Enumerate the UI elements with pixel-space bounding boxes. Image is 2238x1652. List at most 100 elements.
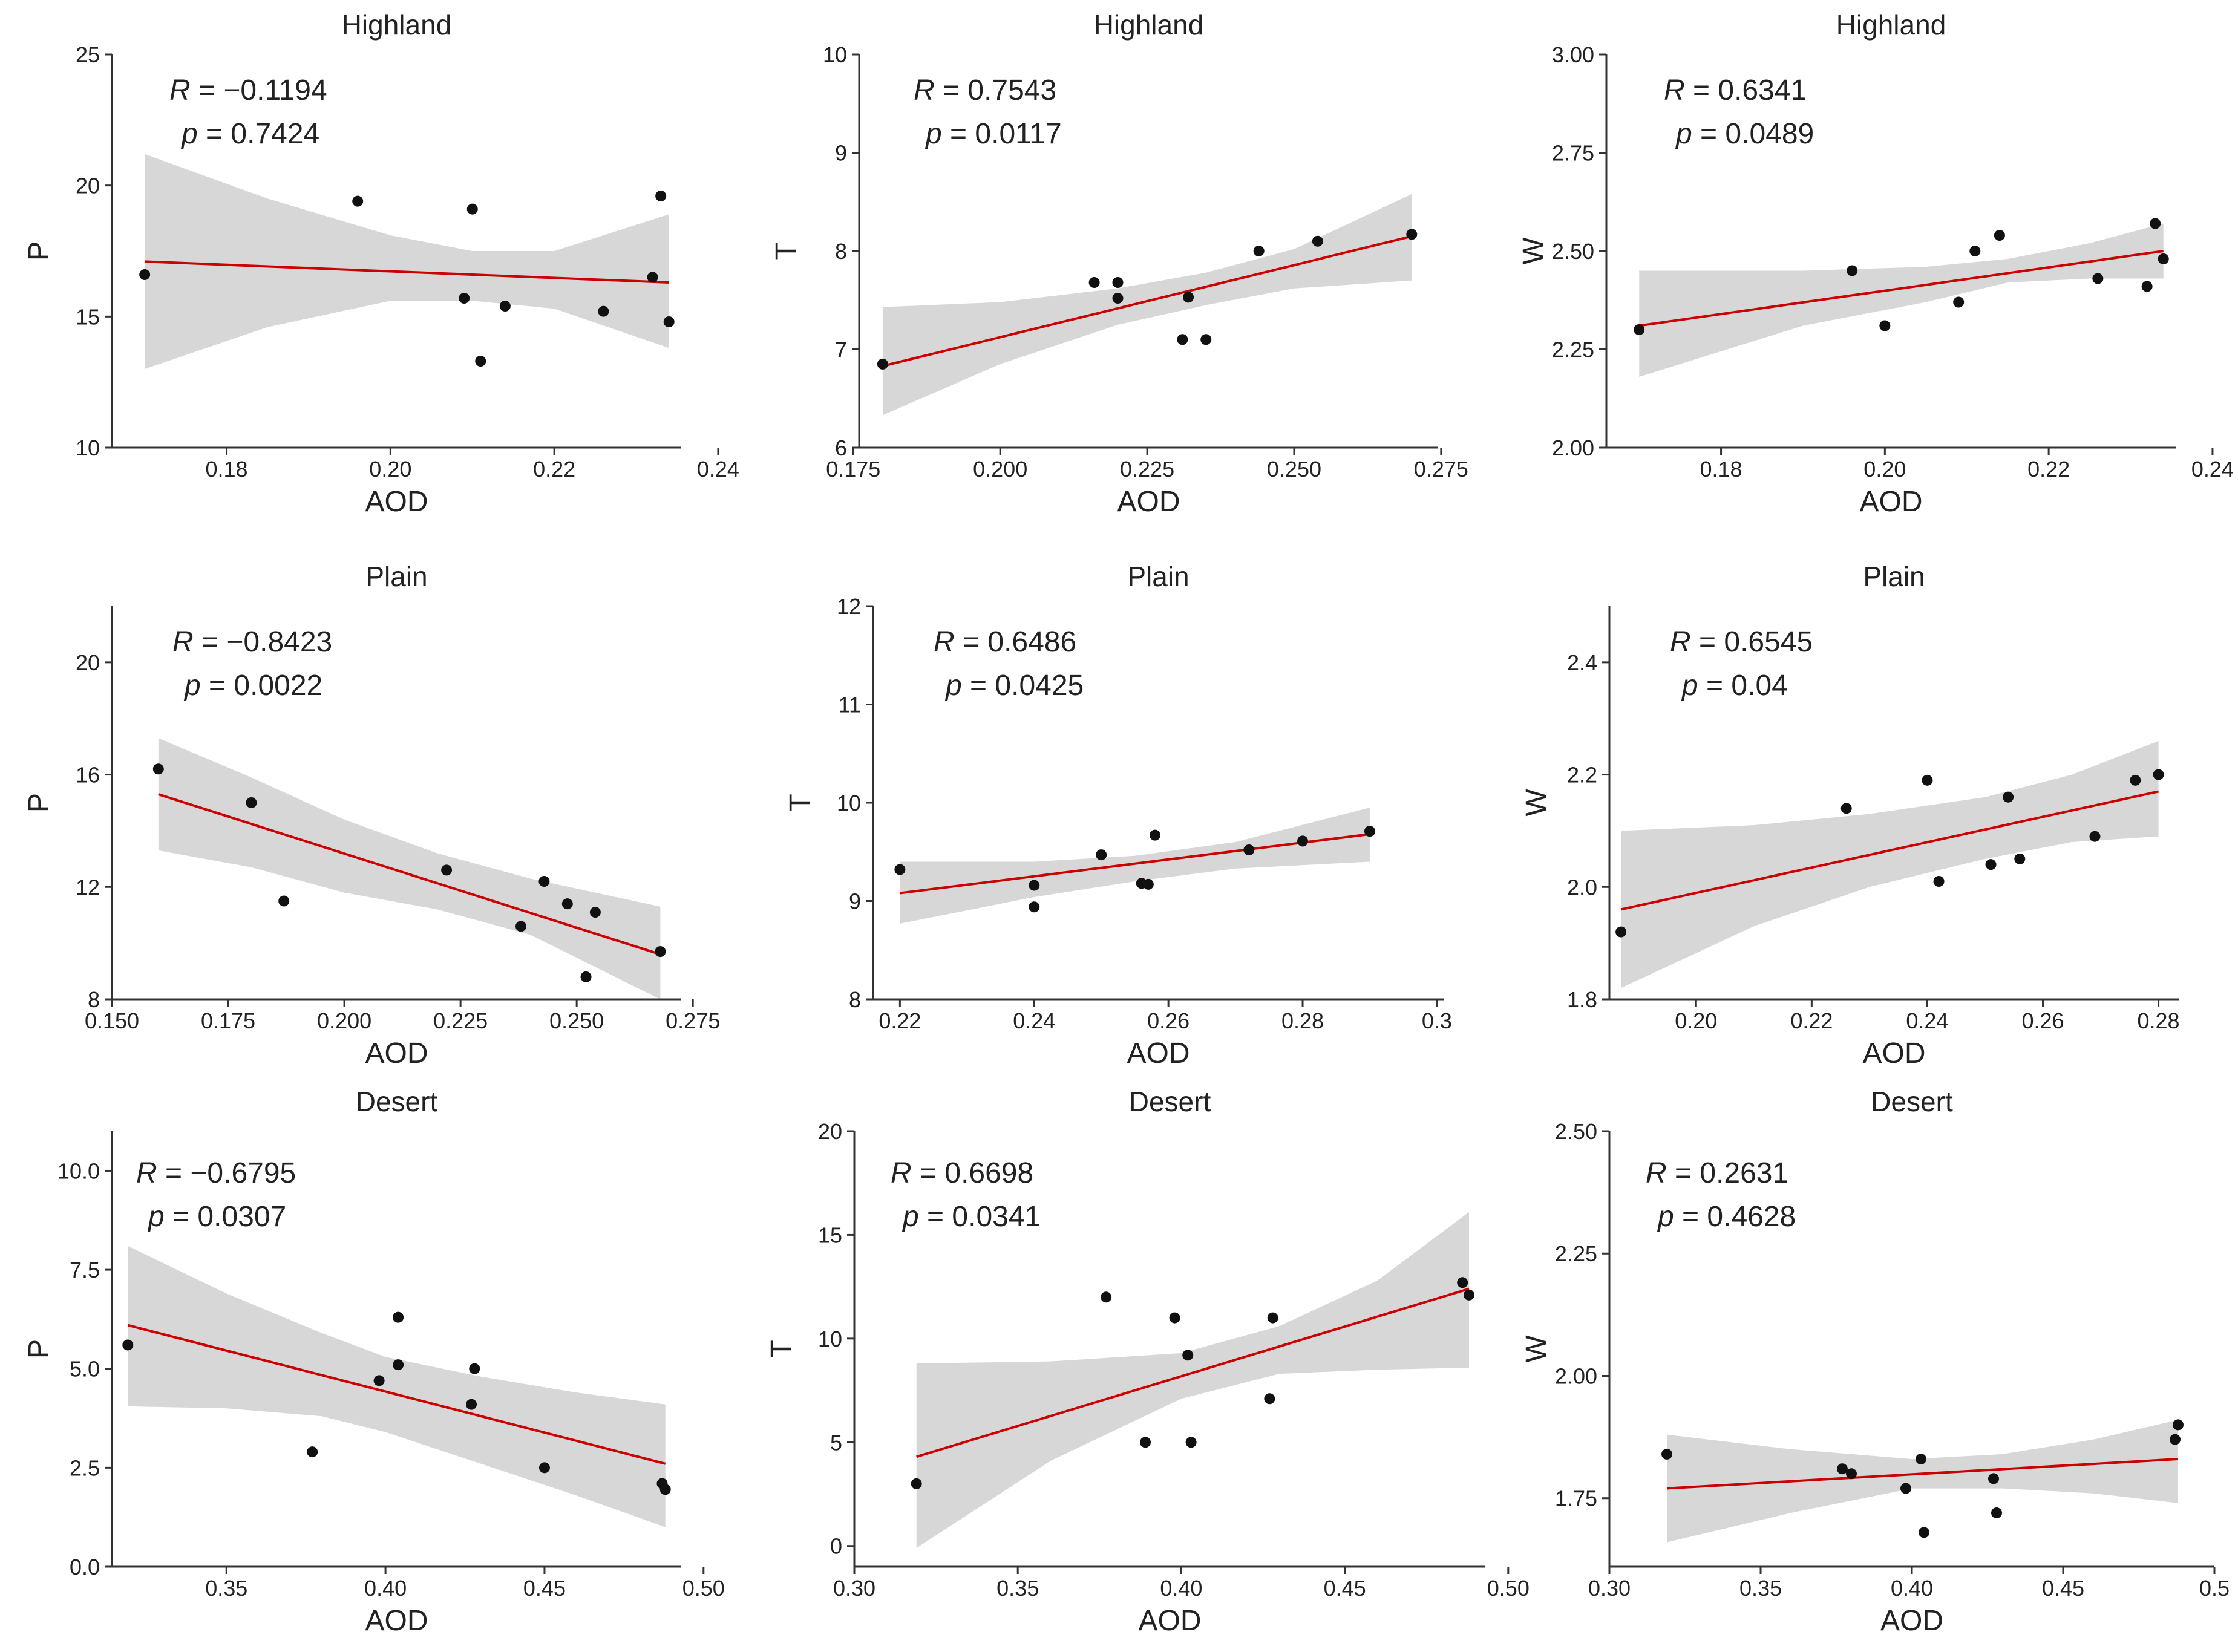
x-tick-label: 0.35 [1739, 1576, 1782, 1601]
x-tick-label: 0.275 [666, 1008, 720, 1033]
p-equals: = [919, 1201, 952, 1233]
data-point [911, 1478, 922, 1489]
data-point [441, 864, 453, 876]
y-tick-label: 2.0 [1567, 875, 1597, 899]
data-point [1922, 774, 1933, 786]
panel-8: 0.30 0.35 0.40 0.45 0.50 0 5 10 15 20 Desert AOD T R … [765, 1086, 1530, 1637]
y-tick-label: 3.00 [1552, 42, 1594, 67]
x-axis-label: AOD [1880, 1605, 1943, 1637]
data-point [1139, 1437, 1151, 1448]
y-tick-label: 10.0 [57, 1158, 100, 1183]
x-tick-label: 0.150 [85, 1008, 139, 1033]
x-tick-label: 0.275 [1414, 457, 1468, 482]
data-point [1916, 1454, 1926, 1465]
panel-title: Plain [1127, 561, 1189, 592]
confidence-band [128, 1246, 666, 1527]
y-tick-label: 20 [818, 1119, 842, 1144]
data-point [246, 797, 257, 808]
data-point [2141, 281, 2153, 292]
x-axis-label: AOD [1117, 486, 1180, 518]
data-point [1112, 277, 1124, 288]
data-point [1029, 901, 1040, 913]
x-axis-label: AOD [1138, 1605, 1201, 1637]
r-equals: = [1685, 74, 1718, 106]
p-value: 0.0425 [995, 670, 1084, 702]
p-value: 0.0341 [952, 1201, 1041, 1233]
r-equals: = [1691, 626, 1724, 658]
data-point [1985, 859, 1997, 870]
r-value: 0.2631 [1700, 1157, 1788, 1189]
y-tick-label: 16 [76, 763, 100, 788]
r-value: −0.8423 [226, 626, 332, 658]
data-point [1149, 829, 1160, 841]
r-equals: = [912, 1157, 945, 1189]
x-tick-label: 0.5 [2199, 1576, 2230, 1601]
x-tick-label: 0.24 [2191, 457, 2234, 482]
panel-title: Desert [356, 1086, 438, 1117]
y-axis-label: W [1520, 789, 1553, 817]
x-tick-label: 0.40 [1891, 1576, 1933, 1601]
panel-2: 0.175 0.200 0.225 0.250 0.275 6 7 8 9 10 Highland A… [770, 9, 1468, 518]
x-tick-label: 0.250 [1267, 457, 1321, 482]
data-point [1169, 1312, 1180, 1324]
confidence-band [1621, 740, 2159, 988]
data-point [1185, 1437, 1197, 1448]
data-point [393, 1359, 404, 1371]
data-point [1919, 1527, 1929, 1538]
panel-4: 0.150 0.175 0.200 0.225 0.250 0.275 8 12 16 20 Pla… [23, 561, 720, 1069]
data-point [1182, 1350, 1194, 1361]
r-value: 0.6341 [1718, 74, 1807, 106]
data-point [1243, 844, 1255, 855]
x-tick-label: 0.26 [2021, 1008, 2064, 1033]
y-tick-label: 7 [835, 338, 847, 362]
data-point [2089, 831, 2101, 842]
x-tick-label: 0.18 [1700, 457, 1742, 482]
p-value: 0.0117 [975, 118, 1061, 150]
y-axis-label: P [23, 793, 55, 812]
x-tick-label: 0.200 [973, 457, 1027, 482]
r-statistic: R = 0.6545 [1670, 626, 1813, 658]
y-tick-label: 1.75 [1555, 1486, 1597, 1511]
data-point [655, 191, 667, 201]
r-label: R [934, 626, 955, 658]
data-point [515, 921, 526, 932]
data-point [1846, 1468, 1857, 1480]
p-equals: = [962, 670, 995, 702]
p-label: p [183, 670, 201, 702]
regression-line [916, 1287, 1470, 1458]
p-statistic: p = 0.0117 [924, 118, 1062, 150]
x-tick-label: 0.45 [523, 1576, 566, 1601]
data-point [1029, 880, 1040, 891]
p-equals: = [198, 118, 231, 150]
x-axis-label: AOD [365, 486, 428, 518]
x-axis-label: AOD [365, 1605, 428, 1637]
data-point [1200, 334, 1212, 345]
r-value: 0.6545 [1724, 626, 1813, 658]
r-value: 0.6698 [944, 1157, 1033, 1189]
data-point [122, 1339, 134, 1351]
data-point [663, 316, 675, 327]
x-tick-label: 0.22 [1790, 1008, 1833, 1033]
p-label: p [1681, 670, 1698, 702]
regression-line [158, 793, 661, 956]
data-point [598, 305, 609, 317]
x-tick-label: 0.20 [1675, 1008, 1717, 1033]
data-point [1112, 293, 1124, 304]
r-statistic: R = 0.6341 [1664, 74, 1807, 106]
data-point [1615, 926, 1627, 938]
data-point [655, 946, 666, 958]
x-tick-label: 0.30 [1588, 1576, 1631, 1601]
p-statistic: p = 0.04 [1681, 670, 1788, 702]
y-tick-label: 10 [818, 1327, 842, 1351]
panel-title: Desert [1871, 1086, 1953, 1117]
data-point [894, 864, 906, 875]
panel-title: Highland [342, 9, 452, 41]
data-point [589, 907, 601, 918]
data-point [466, 203, 478, 215]
confidence-band [1667, 1420, 2178, 1543]
regression-line [127, 1324, 666, 1465]
data-point [373, 1375, 385, 1386]
x-tick-label: 0.200 [317, 1008, 371, 1033]
data-point [1364, 826, 1375, 837]
y-tick-label: 9 [835, 141, 847, 166]
